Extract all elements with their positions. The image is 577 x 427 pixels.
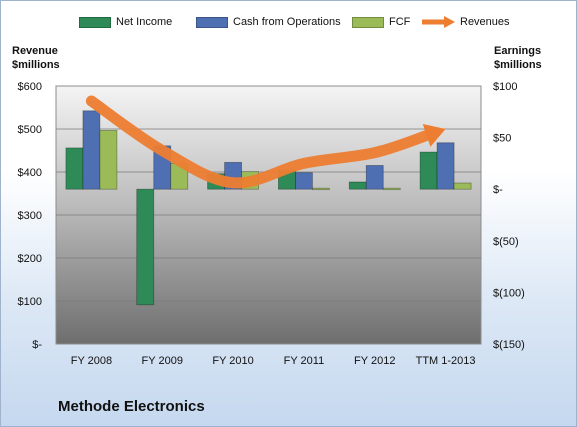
left-tick-label: $-	[32, 339, 42, 351]
legend-item-fcf: FCF	[352, 16, 410, 28]
revenues-line	[85, 95, 436, 189]
legend-item-cash-from-operations: Cash from Operations	[196, 16, 341, 28]
company-name: Methode Electronics	[58, 398, 205, 415]
x-tick-label: FY 2008	[71, 355, 112, 367]
left-tick-label: $500	[18, 124, 42, 136]
bar-cash-from-operations	[365, 165, 384, 190]
left-axis-title-line2: $millions	[12, 59, 60, 71]
right-axis-title: Earnings $millions	[494, 44, 542, 72]
revenues-arrowhead	[422, 123, 446, 147]
legend-label-revenues: Revenues	[460, 16, 510, 28]
right-tick-label: $(100)	[493, 287, 525, 299]
bar-cash-from-operations	[436, 142, 455, 190]
left-tick-label: $200	[18, 253, 42, 265]
x-tick-label: FY 2009	[142, 355, 183, 367]
left-tick-label: $400	[18, 167, 42, 179]
x-tick-label: FY 2010	[212, 355, 253, 367]
left-tick-label: $600	[18, 81, 42, 93]
right-tick-label: $100	[493, 81, 517, 93]
bar-net-income	[65, 147, 84, 190]
right-tick-label: $-	[493, 184, 503, 196]
bar-fcf	[99, 129, 118, 190]
legend-label-fcf: FCF	[389, 16, 411, 28]
legend-label-cash-from-operations: Cash from Operations	[233, 16, 341, 28]
bar-net-income	[419, 151, 438, 190]
bar-net-income	[348, 181, 367, 190]
bar-fcf	[382, 187, 401, 191]
legend-item-revenues: Revenues	[420, 16, 510, 28]
left-tick-label: $300	[18, 210, 42, 222]
x-tick-label: TTM 1-2013	[416, 355, 476, 367]
bar-fcf	[312, 187, 330, 191]
left-axis-title: Revenue $millions	[12, 44, 60, 72]
bar-cash-from-operations	[82, 110, 101, 190]
legend-label-net-income: Net Income	[116, 16, 173, 28]
legend-swatch-fcf	[352, 16, 384, 28]
legend-item-net-income: Net Income	[79, 16, 172, 28]
right-axis-title-line1: Earnings	[494, 45, 542, 57]
legend-swatch-cash-from-operations	[196, 16, 228, 28]
right-axis-title-line2: $millions	[494, 59, 542, 71]
bar-cash-from-operations	[295, 172, 313, 190]
right-tick-label: $(150)	[493, 339, 525, 351]
legend-arrow-icon	[422, 16, 455, 28]
bar-net-income	[136, 188, 155, 306]
left-axis-title-line1: Revenue	[12, 45, 58, 57]
right-tick-label: $(50)	[493, 236, 519, 248]
left-tick-label: $100	[18, 296, 42, 308]
x-tick-label: FY 2012	[354, 355, 395, 367]
right-tick-label: $50	[493, 133, 511, 145]
bar-fcf	[453, 182, 472, 190]
legend-swatch-net-income	[79, 16, 111, 28]
x-tick-label: FY 2011	[284, 355, 325, 367]
